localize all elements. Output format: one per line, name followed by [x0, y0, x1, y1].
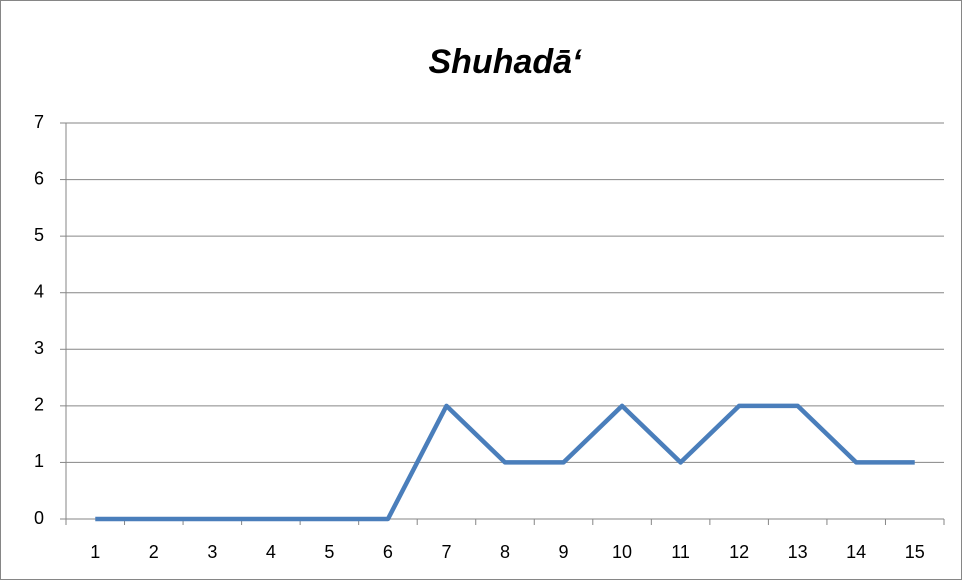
x-tick-label: 11	[671, 542, 690, 562]
x-tick-label: 6	[383, 542, 393, 562]
x-tick-label: 5	[324, 542, 334, 562]
x-tick-label: 7	[441, 542, 451, 562]
x-tick-label: 10	[612, 542, 632, 562]
x-tick-label: 3	[207, 542, 217, 562]
x-tick-label: 14	[846, 542, 866, 562]
x-tick-label: 2	[149, 542, 159, 562]
x-tick-label: 9	[559, 542, 569, 562]
x-tick-label: 8	[500, 542, 510, 562]
y-tick-label: 2	[34, 395, 44, 415]
x-tick-label: 13	[788, 542, 808, 562]
x-tick-label: 4	[266, 542, 276, 562]
y-tick-label: 1	[34, 451, 44, 471]
y-tick-label: 7	[34, 112, 44, 132]
y-tick-label: 4	[34, 281, 44, 301]
y-tick-label: 5	[34, 225, 44, 245]
y-tick-label: 3	[34, 338, 44, 358]
x-tick-label: 15	[905, 542, 925, 562]
y-tick-label: 0	[34, 508, 44, 528]
data-line	[95, 403, 915, 522]
y-tick-label: 6	[34, 168, 44, 188]
x-tick-label: 1	[90, 542, 100, 562]
chart-title: Shuhadā‘	[428, 43, 582, 81]
x-tick-label: 12	[729, 542, 749, 562]
